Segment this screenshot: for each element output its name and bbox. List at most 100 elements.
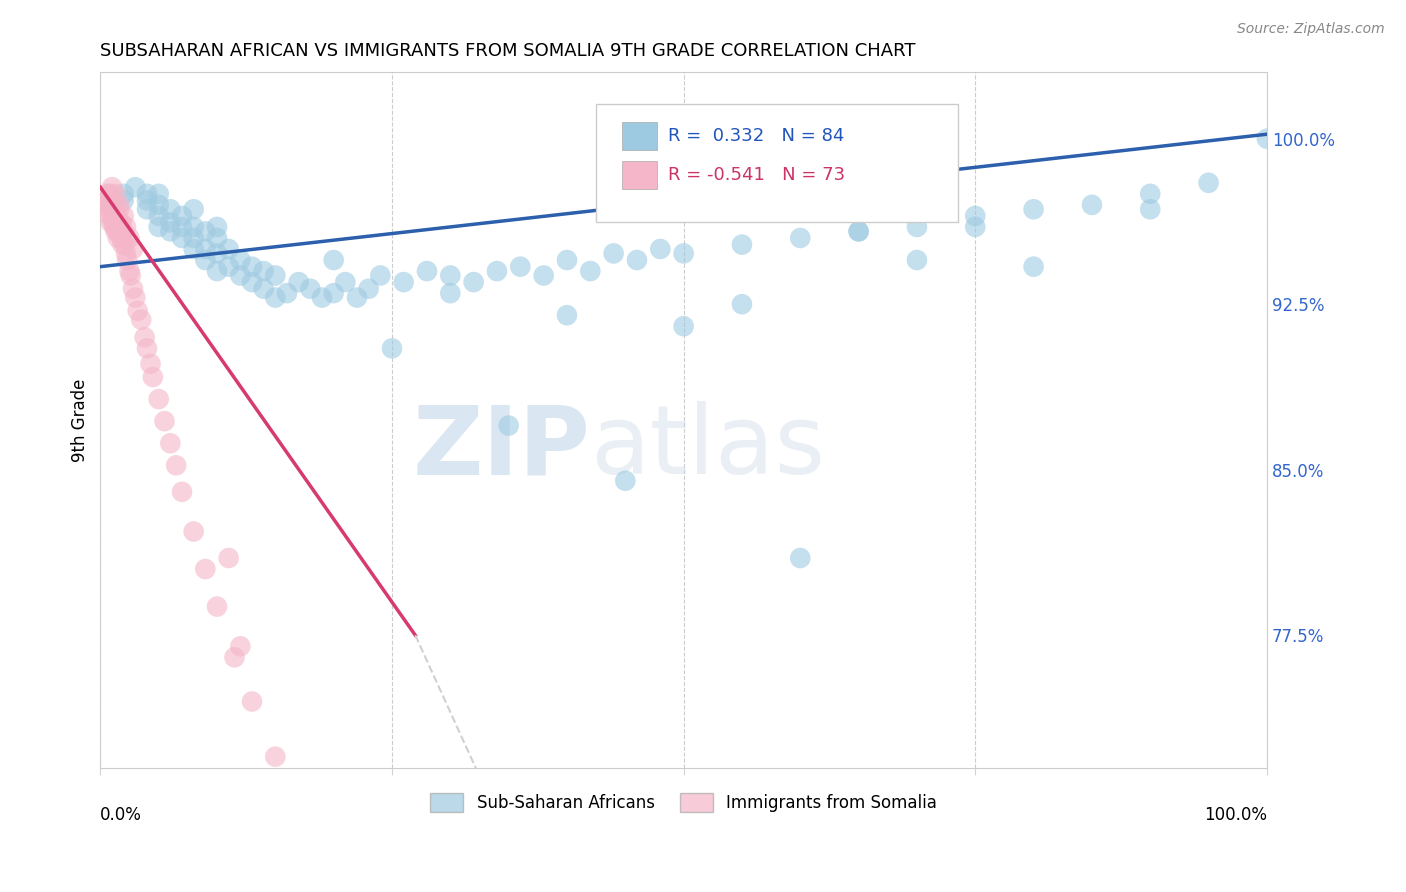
Point xyxy=(112,224,135,238)
Point xyxy=(368,268,391,283)
Point xyxy=(101,194,124,208)
Point xyxy=(264,268,287,283)
Point xyxy=(105,209,128,223)
Point xyxy=(170,231,193,245)
Point xyxy=(602,246,624,260)
Point xyxy=(1022,202,1045,217)
Point xyxy=(136,194,159,208)
Point xyxy=(108,224,131,238)
Point xyxy=(287,798,309,813)
Point xyxy=(650,242,672,256)
Point xyxy=(311,291,333,305)
Point xyxy=(159,224,181,238)
Point xyxy=(110,215,132,229)
Point xyxy=(100,215,122,229)
Point xyxy=(153,414,176,428)
Point xyxy=(579,264,602,278)
Point xyxy=(98,209,121,223)
Point xyxy=(148,219,170,234)
Point xyxy=(205,231,228,245)
Point xyxy=(183,202,205,217)
Text: ZIP: ZIP xyxy=(412,401,591,494)
Point xyxy=(136,186,159,201)
Point xyxy=(1139,186,1161,201)
Point xyxy=(287,275,309,289)
FancyBboxPatch shape xyxy=(621,161,657,189)
Point xyxy=(229,640,252,654)
Point xyxy=(170,484,193,499)
Point xyxy=(253,282,276,296)
Point xyxy=(112,186,135,201)
Point xyxy=(129,312,152,326)
Point xyxy=(148,209,170,223)
Point xyxy=(905,253,928,268)
Point xyxy=(439,268,461,283)
Point xyxy=(1022,260,1045,274)
Point xyxy=(218,260,240,274)
Point xyxy=(122,242,145,256)
Point xyxy=(170,209,193,223)
Point xyxy=(789,231,811,245)
Point xyxy=(115,253,138,268)
Point xyxy=(97,198,120,212)
Point xyxy=(107,224,129,238)
Point xyxy=(392,275,415,289)
Point xyxy=(108,202,131,217)
Point xyxy=(229,253,252,268)
Point xyxy=(136,202,159,217)
Point xyxy=(112,194,135,208)
Point xyxy=(103,198,125,212)
Point xyxy=(112,209,135,223)
Point xyxy=(104,215,127,229)
Point xyxy=(194,562,217,576)
Point xyxy=(97,202,120,217)
Point xyxy=(205,219,228,234)
Point xyxy=(96,186,118,201)
Point xyxy=(159,215,181,229)
Point xyxy=(107,231,129,245)
Point xyxy=(104,186,127,201)
Point xyxy=(322,871,344,885)
Point xyxy=(139,357,162,371)
Point xyxy=(111,237,134,252)
Point xyxy=(299,282,322,296)
FancyBboxPatch shape xyxy=(621,122,657,150)
Point xyxy=(626,253,648,268)
Point xyxy=(1139,202,1161,217)
Point xyxy=(240,694,263,708)
Point xyxy=(555,253,578,268)
Point xyxy=(229,268,252,283)
Text: R =  0.332   N = 84: R = 0.332 N = 84 xyxy=(668,128,845,145)
Point xyxy=(101,198,124,212)
Point xyxy=(100,202,122,217)
Point xyxy=(103,219,125,234)
Point xyxy=(142,370,165,384)
Point xyxy=(848,224,870,238)
Point xyxy=(346,291,368,305)
Point xyxy=(205,599,228,614)
Point xyxy=(124,291,146,305)
Y-axis label: 9th Grade: 9th Grade xyxy=(72,378,89,462)
Point xyxy=(124,180,146,194)
Point xyxy=(485,264,508,278)
Point xyxy=(205,264,228,278)
Point xyxy=(264,749,287,764)
Point xyxy=(103,215,125,229)
Point xyxy=(120,268,142,283)
Point xyxy=(148,186,170,201)
Point xyxy=(276,286,298,301)
Point xyxy=(148,198,170,212)
Text: R = -0.541   N = 73: R = -0.541 N = 73 xyxy=(668,166,845,185)
Point xyxy=(115,246,138,260)
Point xyxy=(104,224,127,238)
Point xyxy=(498,418,520,433)
Point xyxy=(194,242,217,256)
Point xyxy=(148,392,170,406)
Point xyxy=(218,551,240,566)
Point xyxy=(240,275,263,289)
Point xyxy=(731,237,754,252)
Point xyxy=(672,319,695,334)
Point xyxy=(731,297,754,311)
Point xyxy=(264,291,287,305)
Point xyxy=(224,650,246,665)
